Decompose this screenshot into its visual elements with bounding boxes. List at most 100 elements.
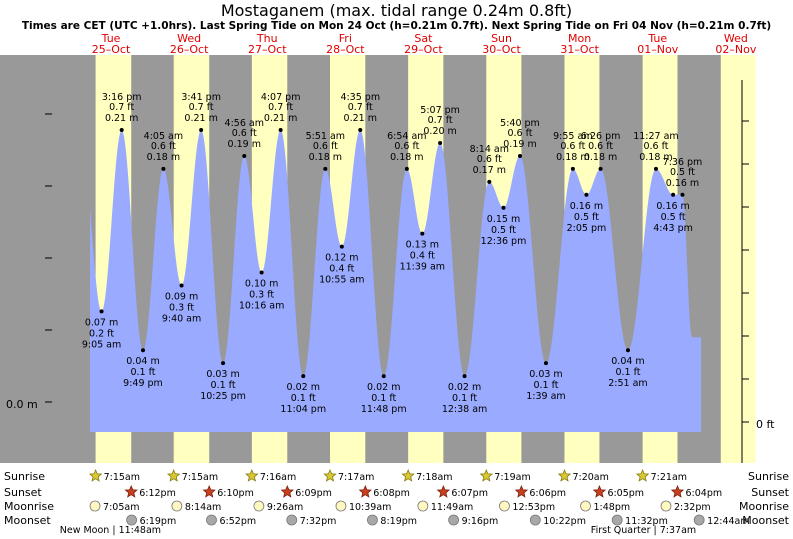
moonset-icon [529,514,541,526]
y-axis: 0.0 m 0 ft [6,80,775,463]
moonrise-time: 12:53pm [512,502,555,513]
sun-icon [635,468,650,482]
tide-event: 6:26 pm0.6 ft0.18 m [581,131,620,171]
tide-metres: 0.18 m [556,152,589,163]
sunset-time: 6:09pm [295,488,332,499]
tide-time: 2:51 am [608,378,647,389]
day-header-weekday: Thu [256,32,278,45]
moonset-event: 12:44am [693,514,750,527]
tide-feet: 0.7 ft [109,102,134,113]
tide-event: 4:35 pm0.7 ft0.21 m [340,92,380,133]
moonrise-event: 10:39am [335,500,391,513]
tide-point [221,361,226,366]
tide-time: 9:55 am [553,131,592,142]
tide-feet: 0.3 ft [169,302,194,313]
sunset-event: 6:05pm [592,484,644,499]
moonrise-time: 8:14am [185,502,221,513]
moonrise-event: 7:05am [89,500,139,513]
moonset-time: 6:19pm [140,516,177,527]
tide-time: 12:36 pm [481,236,527,247]
sunrise-time: 7:16am [260,472,296,483]
tide-point [501,205,506,210]
sunset-star-icon [280,484,295,498]
tide-time: 4:05 am [144,131,183,142]
tide-point [161,166,166,171]
tide-time: 4:35 pm [340,92,380,103]
tide-point [584,192,589,197]
tide-feet: 0.5 ft [661,212,686,223]
tide-time: 9:49 pm [123,378,163,389]
sunrise-time: 7:18am [416,472,452,483]
tide-time: 5:51 am [306,131,345,142]
row-label-right: Moonset [742,514,789,527]
tide-feet: 0.7 ft [189,102,214,113]
sun-icon [479,468,493,482]
tide-labels: 0.07 m0.2 ft9:05 am3:16 pm0.7 ft0.21 m0.… [82,92,702,415]
chart-subtitle: Times are CET (UTC +1.0hrs). Last Spring… [22,20,771,32]
tide-feet: 0.1 ft [615,367,640,378]
moonset-icon [448,514,460,526]
tide-time: 6:54 am [387,131,426,142]
sunset-star-icon [514,484,529,498]
tide-event: 9:55 am0.6 ft0.18 m [553,131,593,171]
tide-time: 1:39 am [526,391,565,402]
day-header-date: 01–Nov [637,43,678,56]
tide-time: 11:27 am [633,131,678,142]
tide-point [99,309,104,314]
tide-point [462,374,467,379]
tide-point [625,348,630,353]
sunset-event: 6:10pm [202,484,254,499]
day-header-weekday: Tue [647,32,667,45]
tide-feet: 0.6 ft [394,141,419,152]
sunset-star-icon [592,484,607,498]
tide-time: 9:05 am [82,339,121,350]
day-header-date: 29–Oct [404,43,443,56]
sunrise-event: 7:20am [557,468,609,483]
moonrise-time: 7:05am [103,502,139,513]
sunset-time: 6:05pm [607,488,644,499]
tide-point [242,153,247,158]
moonset-event: 6:52pm [206,514,256,527]
tide-feet: 0.6 ft [560,141,585,152]
tide-time: 10:16 am [239,301,284,312]
moonset-icon [126,514,138,526]
tide-point [259,270,264,275]
tide-curve [90,130,701,432]
tide-metres: 0.21 m [264,113,297,124]
tide-metres: 0.10 m [245,279,278,290]
moonset-time: 10:22pm [543,516,586,527]
moonset-event: 8:19pm [367,514,417,527]
sunrise-event: 7:19am [479,468,531,483]
tide-metres: 0.16 m [570,201,603,212]
moonset-time: 12:44am [707,516,749,527]
tide-time: 10:55 am [319,275,364,286]
day-header-weekday: Tue [101,32,121,45]
tide-feet: 0.7 ft [428,115,453,126]
sunset-event: 6:12pm [124,484,176,499]
sunrise-time: 7:21am [651,472,687,483]
sunset-event: 6:09pm [280,484,332,499]
sun-icon [245,468,259,482]
tide-time: 7:36 pm [663,157,703,168]
row-label-right: Sunrise [748,470,789,483]
moonrise-event: 9:26am [253,500,303,513]
tide-time: 11:39 am [400,262,445,273]
day-header-date: 26–Oct [170,43,209,56]
moonrise-icon [253,500,265,512]
day-header-weekday: Fri [339,32,352,45]
sunset-time: 6:04pm [685,488,722,499]
sunrise-event: 7:18am [401,468,453,483]
moonrise-icon [660,500,672,512]
day-header-weekday: Sat [414,32,433,45]
moonset-time: 8:19pm [380,516,417,527]
tide-point [199,128,204,133]
tide-point [570,166,575,171]
tide-metres: 0.18 m [390,152,423,163]
tide-feet: 0.6 ft [477,154,502,165]
day-header-date: 25–Oct [92,43,131,56]
day-header-date: 27–Oct [248,43,287,56]
tide-point [517,153,522,158]
